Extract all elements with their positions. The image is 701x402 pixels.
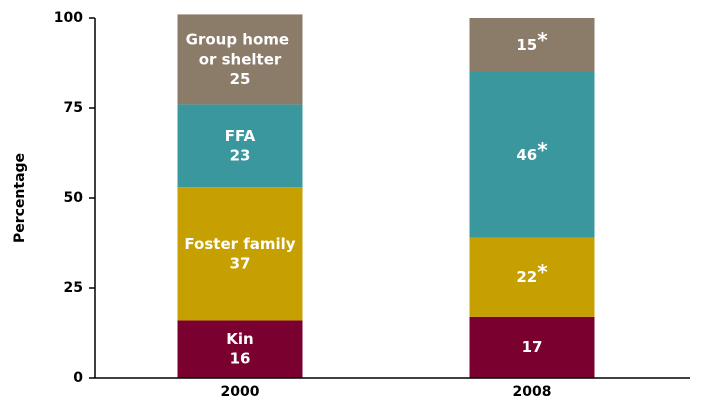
segment-name: Kin — [226, 330, 253, 348]
segment-name: Group home or shelter — [186, 30, 295, 68]
y-axis-label: Percentage — [12, 153, 28, 243]
segment-name: Foster family — [184, 234, 295, 252]
bar-segment — [469, 18, 595, 72]
x-tick-label: 2008 — [513, 384, 552, 400]
y-tick-label: 50 — [64, 190, 84, 206]
value-label: 16 — [230, 350, 251, 368]
value-label: 22* — [516, 260, 548, 286]
y-tick-label: 75 — [64, 100, 83, 116]
x-tick-label: 2000 — [221, 384, 260, 400]
value-label: 17 — [522, 338, 543, 356]
bar-segment — [177, 14, 303, 105]
y-tick-label: 0 — [73, 370, 83, 386]
bar-segment — [469, 316, 595, 378]
value-label: 15* — [516, 28, 548, 54]
bar-segment — [177, 187, 303, 321]
bar-segment — [177, 320, 303, 378]
value-label: 25 — [230, 70, 251, 88]
bar-segment — [177, 104, 303, 188]
segment-name: FFA — [225, 126, 256, 144]
value-label: 46* — [516, 137, 548, 163]
y-tick-label: 25 — [64, 280, 83, 296]
bar-segment — [469, 237, 595, 317]
value-label: 37 — [230, 254, 251, 272]
bar-segment — [469, 72, 595, 238]
value-label: 23 — [230, 146, 251, 164]
y-tick-label: 100 — [54, 10, 83, 26]
